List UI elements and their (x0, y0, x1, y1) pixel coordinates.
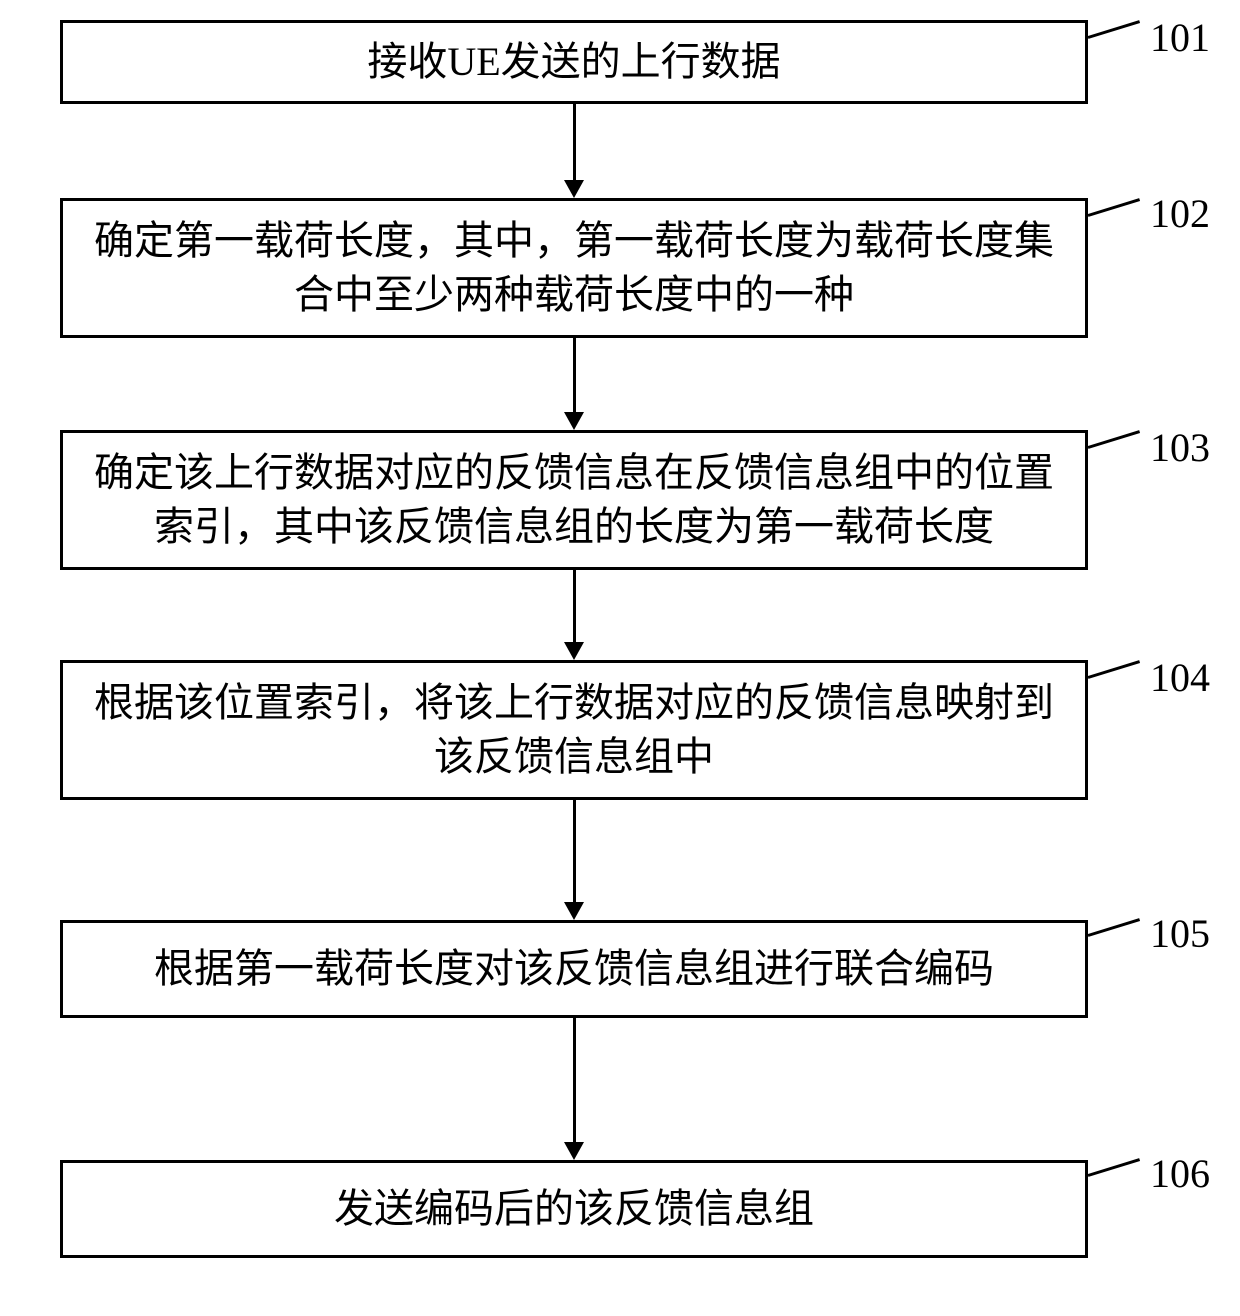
flow-node-3-text: 确定该上行数据对应的反馈信息在反馈信息组中的位置索引，其中该反馈信息组的长度为第… (83, 446, 1065, 554)
step-label-105: 105 (1150, 910, 1210, 957)
step-label-106: 106 (1150, 1150, 1210, 1197)
label-tick (1088, 1158, 1141, 1177)
flow-node-4: 根据该位置索引，将该上行数据对应的反馈信息映射到该反馈信息组中 (60, 660, 1088, 800)
step-label-103: 103 (1150, 424, 1210, 471)
label-tick (1088, 20, 1141, 39)
arrow-head-icon (564, 1142, 584, 1160)
arrow-head-icon (564, 642, 584, 660)
flowchart-canvas: 接收UE发送的上行数据 确定第一载荷长度，其中，第一载荷长度为载荷长度集合中至少… (0, 0, 1240, 1316)
label-tick (1088, 198, 1141, 217)
arrow-line (573, 570, 576, 642)
flow-node-2-text: 确定第一载荷长度，其中，第一载荷长度为载荷长度集合中至少两种载荷长度中的一种 (83, 214, 1065, 322)
arrow-head-icon (564, 412, 584, 430)
flow-node-5-text: 根据第一载荷长度对该反馈信息组进行联合编码 (83, 942, 1065, 996)
step-label-101: 101 (1150, 14, 1210, 61)
flow-node-1-text: 接收UE发送的上行数据 (83, 35, 1065, 89)
arrow-line (573, 800, 576, 902)
arrow-line (573, 104, 576, 180)
flow-node-5: 根据第一载荷长度对该反馈信息组进行联合编码 (60, 920, 1088, 1018)
flow-node-2: 确定第一载荷长度，其中，第一载荷长度为载荷长度集合中至少两种载荷长度中的一种 (60, 198, 1088, 338)
step-label-104: 104 (1150, 654, 1210, 701)
arrow-line (573, 1018, 576, 1142)
arrow-head-icon (564, 180, 584, 198)
arrow-line (573, 338, 576, 412)
flow-node-6: 发送编码后的该反馈信息组 (60, 1160, 1088, 1258)
flow-node-4-text: 根据该位置索引，将该上行数据对应的反馈信息映射到该反馈信息组中 (83, 676, 1065, 784)
flow-node-6-text: 发送编码后的该反馈信息组 (83, 1182, 1065, 1236)
flow-node-1: 接收UE发送的上行数据 (60, 20, 1088, 104)
step-label-102: 102 (1150, 190, 1210, 237)
label-tick (1088, 430, 1141, 449)
label-tick (1088, 918, 1141, 937)
label-tick (1088, 660, 1141, 679)
flow-node-3: 确定该上行数据对应的反馈信息在反馈信息组中的位置索引，其中该反馈信息组的长度为第… (60, 430, 1088, 570)
arrow-head-icon (564, 902, 584, 920)
